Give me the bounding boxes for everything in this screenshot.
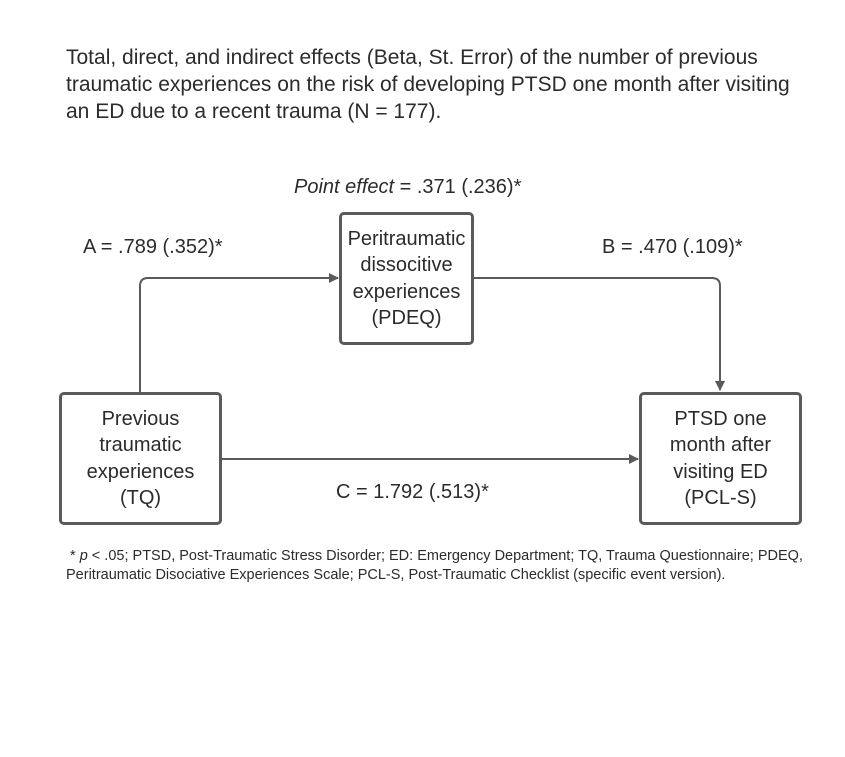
path-c-label: C = 1.792 (.513)* (336, 481, 489, 503)
node-pcl-line: PTSD one (674, 407, 767, 430)
point-effect-name: Point effect (294, 176, 395, 198)
node-tq-line: Previous (101, 407, 180, 430)
node-pcl-line: month after (669, 434, 772, 456)
node-pdeq-line: dissocitive (360, 254, 453, 276)
footnote-p: p (79, 548, 88, 564)
point-effect-value: = .371 (.236)* (394, 176, 522, 198)
node-pcl-s: PTSD one month after visiting ED (PCL-S) (639, 392, 802, 525)
node-pdeq-line: experiences (352, 280, 461, 303)
node-pdeq: Peritraumatic dissocitive experiences (P… (339, 212, 474, 345)
node-pcl-line: (PCL-S) (684, 487, 757, 509)
node-pdeq-line: Peritraumatic (347, 227, 466, 250)
figure-title: Total, direct, and indirect effects (Bet… (66, 46, 790, 123)
node-tq-line: (TQ) (119, 487, 162, 509)
node-tq-line: traumatic (99, 434, 182, 456)
path-a-label: A = .789 (.352)* (83, 236, 223, 258)
path-b-arrow (473, 277, 725, 391)
node-tq-line: experiences (86, 460, 195, 483)
node-pcl-line: visiting ED (673, 460, 768, 483)
path-b-label: B = .470 (.109)* (602, 236, 743, 258)
point-effect-label: Point effect = .371 (.236)* (294, 176, 521, 199)
footnote-text: < .05; PTSD, Post-Traumatic Stress Disor… (66, 548, 803, 583)
node-tq: Previous traumatic experiences (TQ) (59, 392, 222, 525)
path-a-arrow (139, 273, 339, 393)
footnote-star: * (70, 548, 80, 564)
footnote: * p < .05; PTSD, Post-Traumatic Stress D… (66, 547, 806, 585)
node-pdeq-line: (PDEQ) (371, 307, 442, 329)
